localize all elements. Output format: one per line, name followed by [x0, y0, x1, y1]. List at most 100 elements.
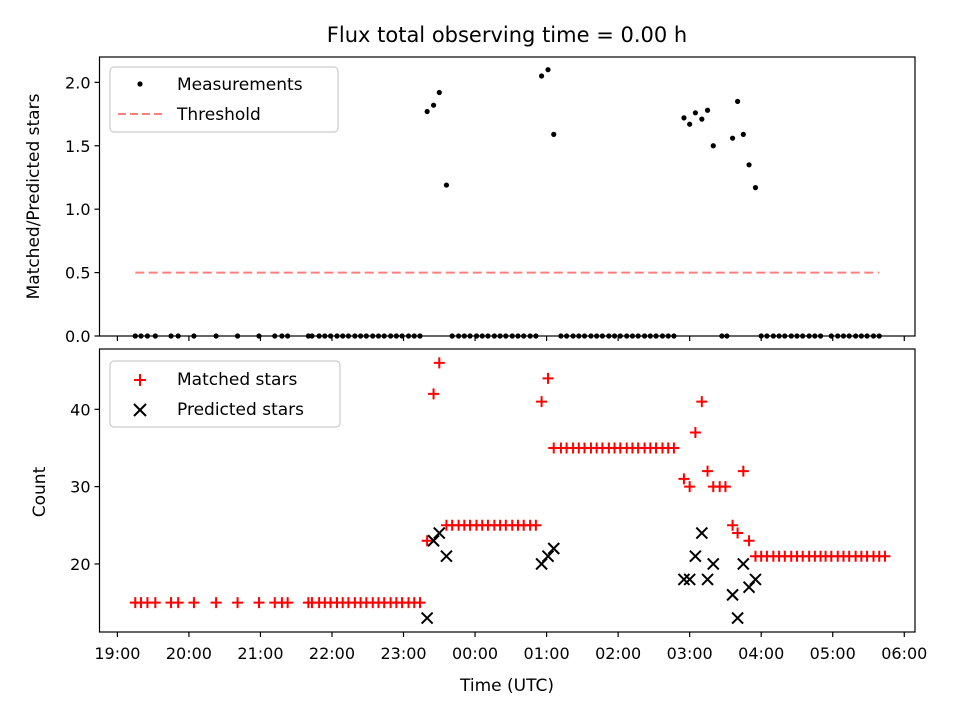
x-tick-label: 23:00: [380, 644, 426, 663]
predicted-stars-point: [541, 550, 555, 563]
predicted-stars-point: [547, 542, 560, 555]
predicted-stars-point: [737, 557, 750, 571]
legend-measurements-label: Measurements: [177, 75, 303, 95]
matched-stars-point: [232, 597, 244, 609]
chart-title: Flux total observing time = 0.00 h: [327, 23, 687, 47]
x-tick-label: 20:00: [166, 644, 212, 663]
y-tick-label: 40: [70, 400, 90, 419]
x-tick-label: 06:00: [881, 644, 927, 663]
legend-predicted-label: Predicted stars: [177, 400, 304, 420]
predicted-stars-point: [440, 550, 453, 563]
measurement-point: [436, 89, 442, 96]
y-tick-label: 2.0: [65, 73, 90, 92]
bottom-panel-ticks: 20 30 40 19:00 20:00 21:00 22:00 23:00 00:00 01:0…: [70, 400, 927, 663]
matched-stars-point: [253, 597, 265, 609]
top-panel-ticks: 0.0 0.5 1.0 1.5 2.0: [65, 73, 905, 346]
top-legend-box: [109, 66, 339, 133]
matched-stars-point: [210, 597, 222, 609]
legend-matched-label: Matched stars: [177, 370, 297, 390]
matched-stars-point: [668, 442, 680, 454]
x-tick-label: 21:00: [237, 644, 283, 663]
predicted-stars-point: [701, 573, 714, 586]
measurement-point: [704, 107, 711, 113]
legend-threshold-label: Threshold: [176, 105, 261, 125]
matched-stars-point: [172, 597, 184, 609]
matched-stars-point: [727, 519, 739, 531]
matched-stars-point: [719, 481, 731, 493]
measurement-point: [430, 102, 437, 108]
legend-matched-marker: [134, 374, 146, 386]
bottom-legend: Matched stars Predicted stars: [109, 360, 341, 428]
top-panel: Matched/Predicted stars 0.00.51.01.52.0 …: [24, 56, 916, 346]
x-axis-label: Time (UTC): [459, 676, 554, 696]
matched-stars-point: [689, 427, 701, 439]
measurement-point: [538, 73, 545, 79]
predicted-stars-point: [695, 526, 709, 540]
matched-stars-point: [414, 597, 426, 609]
predicted-stars-point: [731, 611, 744, 625]
predicted-stars-point: [677, 573, 691, 586]
measurement-point: [681, 115, 687, 121]
measurement-point: [734, 98, 741, 104]
matched-stars-point: [737, 465, 749, 477]
x-tick-label: 05:00: [810, 644, 856, 663]
top-legend: Measurements Threshold: [109, 66, 339, 133]
measurement-point: [692, 110, 698, 116]
predicted-stars-point: [689, 550, 702, 563]
predicted-stars-point: [683, 573, 696, 586]
measurement-point: [551, 131, 557, 137]
matched-stars-point: [282, 597, 294, 609]
matched-stars-point: [536, 396, 548, 408]
y-tick-label: 1.5: [65, 137, 90, 156]
matched-stars-point: [678, 473, 690, 485]
predicted-stars-point: [726, 588, 739, 602]
predicted-stars-point: [749, 573, 762, 586]
bottom-panel-frame: [98, 348, 916, 633]
predicted-stars-point: [420, 611, 434, 625]
measurement-point: [746, 162, 752, 168]
measurement-point: [424, 108, 430, 115]
predicted-stars-point: [433, 526, 446, 540]
y-tick-label: 0.5: [65, 264, 90, 283]
y-tick-label: 0.0: [65, 327, 90, 346]
matched-stars-point: [542, 372, 554, 384]
y-tick-label: 30: [70, 478, 90, 497]
measurement-point: [740, 131, 746, 137]
matched-stars-point: [421, 535, 433, 547]
legend-predicted-marker: [133, 403, 147, 417]
top-y-axis-label: Matched/Predicted stars: [24, 93, 44, 299]
measurement-point: [687, 121, 693, 127]
measurement-point: [443, 182, 450, 188]
matched-stars-point: [702, 465, 714, 477]
y-tick-label: 1.0: [65, 200, 90, 219]
top-panel-frame: [98, 56, 916, 337]
matched-stars-point: [879, 550, 891, 562]
y-tick-label: 20: [70, 555, 90, 574]
x-tick-label: 03:00: [667, 644, 713, 663]
matched-stars-point: [149, 597, 161, 609]
bottom-y-axis-label: Count: [30, 466, 50, 517]
matched-stars-point: [428, 388, 440, 400]
legend-measurements-marker: [137, 81, 143, 87]
predicted-stars-point: [707, 557, 720, 571]
matched-stars-point: [530, 519, 542, 531]
matched-stars-point: [732, 527, 744, 539]
measurement-point: [710, 143, 716, 149]
x-tick-label: 22:00: [309, 644, 355, 663]
measurement-point: [545, 67, 551, 73]
predicted-stars-point: [427, 534, 440, 547]
x-tick-label: 02:00: [595, 644, 641, 663]
x-tick-label: 01:00: [524, 644, 570, 663]
x-tick-label: 19:00: [94, 644, 140, 663]
measurement-point: [729, 135, 736, 141]
bottom-panel-data: [129, 357, 891, 625]
matched-stars-point: [696, 396, 708, 408]
matched-stars-point: [188, 597, 200, 609]
matched-stars-point: [433, 357, 445, 369]
x-tick-label: 00:00: [452, 644, 498, 663]
measurement-point: [752, 185, 759, 191]
matched-stars-point: [684, 481, 696, 493]
measurement-point: [699, 116, 705, 122]
bottom-panel: Count Time (UTC) 20 30 40 19:00 20:00 21:00 22…: [30, 348, 927, 696]
